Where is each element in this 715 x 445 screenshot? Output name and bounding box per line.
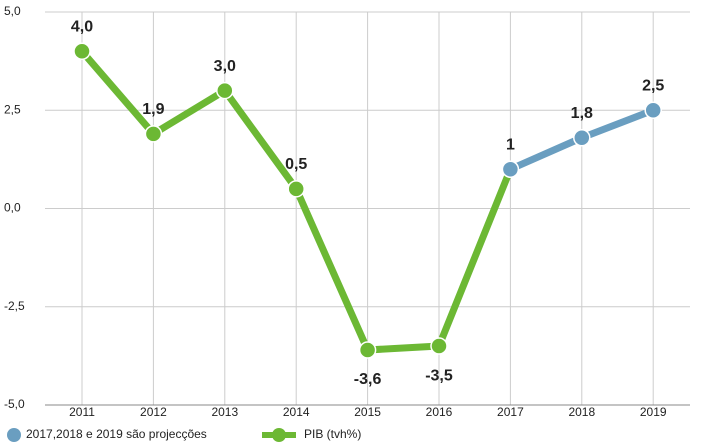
- y-tick-label: 2,5: [4, 102, 21, 116]
- y-tick-label: -2,5: [4, 299, 25, 313]
- point: [216, 81, 234, 100]
- x-tick-label: 2012: [140, 405, 167, 419]
- x-tick-label: 2013: [211, 405, 238, 419]
- point: [144, 125, 163, 143]
- point: [430, 337, 448, 355]
- data-label: 3,0: [214, 58, 236, 75]
- data-label: 1: [506, 136, 515, 153]
- point: [73, 42, 91, 61]
- y-tick-label: 5,0: [4, 4, 21, 18]
- x-tick-label: 2014: [283, 405, 310, 419]
- x-tick-label: 2017: [497, 405, 524, 419]
- data-label: 1,8: [571, 105, 593, 122]
- data-label: 1,9: [142, 101, 164, 118]
- point: [501, 160, 520, 178]
- y-tick-label: 0,0: [4, 201, 21, 215]
- data-label: -3,6: [354, 371, 382, 388]
- x-tick-label: 2019: [640, 405, 667, 419]
- data-label: -3,5: [425, 367, 453, 384]
- point: [358, 341, 377, 359]
- point: [573, 129, 591, 147]
- legend-swatch: [7, 428, 21, 442]
- point: [287, 180, 305, 198]
- x-tick-label: 2015: [354, 405, 381, 419]
- data-label: 0,5: [285, 156, 307, 173]
- legend-label: PIB (tvh%): [304, 427, 361, 441]
- point: [644, 101, 662, 119]
- x-tick-label: 2016: [426, 405, 453, 419]
- x-tick-label: 2011: [69, 405, 95, 419]
- data-label: 2,5: [642, 77, 664, 94]
- data-label: 4,0: [71, 19, 93, 36]
- x-tick-label: 2018: [568, 405, 595, 419]
- legend-swatch: [272, 428, 286, 442]
- y-tick-label: -5,0: [4, 397, 25, 411]
- legend-label: 2017,2018 e 2019 são projecções: [26, 427, 207, 441]
